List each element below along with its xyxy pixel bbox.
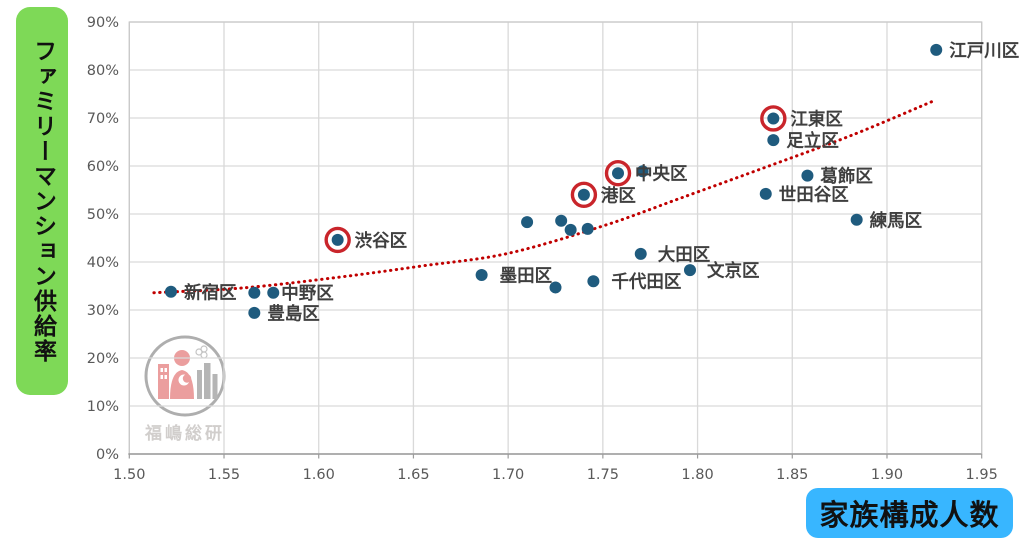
y-tick-label: 90% — [87, 15, 119, 31]
x-axis-title: 家族構成人数 — [806, 488, 1013, 538]
x-tick-label: 1.70 — [492, 467, 524, 483]
plot-border — [128, 21, 983, 455]
watermark-logo: 福嶋総研 — [140, 334, 230, 444]
data-point-豊島区 — [248, 306, 261, 319]
data-point-世田谷区 — [759, 187, 772, 200]
data-point-江戸川区 — [930, 43, 943, 56]
x-tick-label: 1.85 — [776, 467, 808, 483]
point-label-大田区: 大田区 — [658, 244, 711, 265]
data-point-unlabeled — [581, 222, 594, 235]
y-tick-label: 0% — [96, 447, 119, 463]
y-tick-label: 70% — [87, 111, 119, 127]
point-label-豊島区: 豊島区 — [267, 303, 320, 324]
trend-line — [152, 98, 938, 295]
highlight-circle-渋谷区 — [324, 226, 351, 254]
data-point-unlabeled — [549, 281, 562, 294]
point-label-世田谷区: 世田谷区 — [779, 184, 849, 205]
point-label-千代田区: 千代田区 — [611, 272, 681, 293]
data-point-墨田区 — [475, 268, 488, 281]
y-tick-label: 40% — [87, 255, 119, 271]
data-point-練馬区 — [850, 213, 863, 226]
data-point-中野区 — [267, 286, 280, 299]
highlight-circle-中央区 — [604, 159, 632, 187]
point-label-江東区: 江東区 — [790, 109, 843, 130]
y-tick-label: 10% — [87, 399, 119, 415]
data-point-大田区 — [634, 247, 647, 260]
x-axis-title-text: 家族構成人数 — [819, 498, 1000, 532]
data-point-千代田区 — [587, 275, 600, 288]
x-tick-label: 1.50 — [113, 467, 145, 483]
data-point-unlabeled — [248, 286, 261, 299]
highlight-circle-港区 — [570, 181, 598, 209]
point-label-渋谷区: 渋谷区 — [355, 230, 408, 251]
data-point-文京区 — [683, 264, 696, 277]
x-tick-label: 1.80 — [681, 467, 713, 483]
x-tick-label: 1.95 — [966, 467, 998, 483]
point-label-新宿区: 新宿区 — [184, 282, 237, 303]
data-point-unlabeled — [521, 216, 534, 229]
point-label-江戸川区: 江戸川区 — [949, 41, 1019, 61]
point-label-墨田区: 墨田区 — [500, 266, 553, 286]
y-axis-title-text: ファミリーマンション供給率 — [29, 38, 56, 364]
point-label-足立区: 足立区 — [786, 131, 839, 152]
data-point-港区 — [577, 188, 590, 201]
data-point-中央区 — [612, 167, 625, 180]
y-tick-label: 80% — [87, 63, 119, 79]
point-label-葛飾区: 葛飾区 — [819, 166, 873, 187]
data-point-新宿区 — [164, 285, 177, 298]
x-tick-label: 1.75 — [587, 467, 619, 483]
point-label-練馬区: 練馬区 — [870, 210, 923, 231]
x-tick-label: 1.65 — [397, 467, 429, 483]
data-point-unlabeled — [636, 165, 649, 178]
x-tick-label: 1.60 — [303, 467, 335, 483]
data-point-江東区 — [767, 112, 780, 125]
point-label-中央区: 中央区 — [635, 164, 688, 185]
data-point-足立区 — [767, 134, 780, 147]
highlight-circle-江東区 — [760, 105, 787, 132]
y-tick-label: 30% — [87, 303, 119, 319]
data-point-unlabeled — [555, 214, 568, 227]
data-point-unlabeled — [564, 223, 577, 236]
x-tick-label: 1.90 — [871, 467, 903, 483]
y-axis-title: ファミリーマンション供給率 — [16, 7, 68, 395]
y-tick-label: 50% — [87, 207, 119, 223]
point-label-中野区: 中野区 — [281, 283, 334, 304]
x-tick-label: 1.55 — [208, 467, 240, 483]
data-point-葛飾区 — [801, 169, 814, 182]
point-label-文京区: 文京区 — [707, 261, 760, 282]
point-label-港区: 港区 — [601, 185, 636, 206]
y-tick-label: 20% — [87, 351, 119, 367]
data-point-渋谷区 — [331, 233, 344, 246]
watermark-text: 福嶋総研 — [145, 424, 225, 444]
y-tick-label: 60% — [87, 159, 119, 175]
